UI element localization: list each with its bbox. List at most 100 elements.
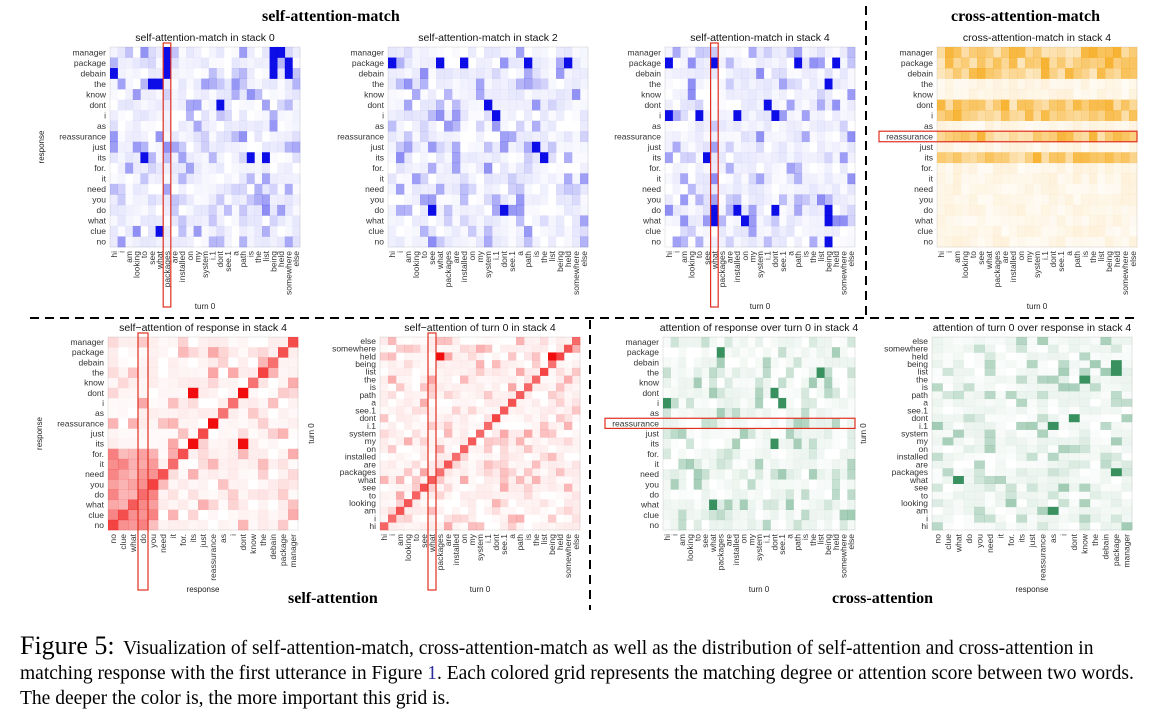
heatmap-cell [1105, 78, 1114, 90]
heatmap-cell [452, 173, 461, 185]
heatmap-cell [580, 47, 588, 58]
heatmap-cell [572, 391, 581, 400]
heatmap-cell [110, 141, 118, 153]
heatmap-cell [580, 110, 589, 121]
figure-reference-link[interactable]: 1 [427, 663, 437, 684]
heatmap-cell [824, 428, 833, 439]
heatmap-cell [178, 347, 189, 358]
col-tick-label: hi [936, 251, 946, 258]
col-tick-label: packages [443, 251, 453, 287]
row-tick-label: as [652, 121, 661, 131]
heatmap-cell [1016, 383, 1028, 392]
heatmap-cell [688, 142, 696, 153]
heatmap-cell [733, 110, 742, 121]
col-tick-label: its [1016, 534, 1026, 543]
heatmap-cell [278, 337, 289, 348]
heatmap-cell [138, 519, 149, 531]
heatmap-cell [556, 460, 565, 469]
heatmap-cell [839, 120, 848, 132]
heatmap-cell [1016, 514, 1028, 523]
heatmap-cell [452, 391, 461, 400]
heatmap-cell [1065, 141, 1074, 153]
row-tick-label: see.1 [355, 405, 376, 415]
heatmap-cell [508, 522, 517, 531]
heatmap-cell [794, 141, 803, 153]
heatmap-cell [492, 47, 501, 58]
heatmap-cell [231, 131, 240, 143]
heatmap-cell [1033, 89, 1042, 100]
heatmap-cell [953, 173, 962, 185]
row-tick-label: are [916, 459, 929, 469]
heatmap-cell [404, 110, 413, 121]
heatmap-cell [1058, 452, 1070, 461]
col-tick-label: the [808, 534, 818, 546]
heatmap-cell [500, 460, 509, 469]
heatmap-cell [277, 204, 286, 216]
heatmap-cell [188, 500, 198, 510]
heatmap-cell [239, 194, 248, 206]
heatmap-cell [288, 459, 298, 469]
heatmap-cell [492, 515, 500, 523]
heatmap-cell [974, 414, 985, 423]
heatmap-cell [556, 375, 565, 384]
heatmap-cell [412, 89, 421, 100]
row-tick-label: the [647, 368, 659, 378]
col-tick-label: are [725, 251, 735, 264]
heatmap-cell [564, 183, 573, 195]
heatmap-cell [763, 469, 771, 479]
heatmap-cell [156, 152, 164, 163]
heatmap-cell [436, 522, 445, 531]
heatmap-cell [953, 475, 964, 484]
heatmap-cell [680, 89, 689, 100]
heatmap-cell [492, 406, 500, 414]
heatmap-cell [420, 152, 429, 164]
heatmap-cell [1073, 162, 1082, 174]
heatmap-cell [476, 376, 484, 384]
heatmap-cell [508, 89, 517, 100]
heatmap-cell [770, 418, 779, 429]
heatmap-cell [186, 99, 194, 111]
heatmap-cell [209, 131, 217, 142]
heatmap-cell [839, 68, 848, 79]
heatmap-cell [468, 453, 476, 461]
heatmap-cell [1121, 337, 1133, 346]
heatmap-cell [125, 236, 133, 247]
row-tick-label: its [653, 153, 662, 163]
heatmap-cell [198, 519, 209, 531]
heatmap-cell [155, 225, 164, 237]
row-tick-label: just [919, 142, 934, 152]
col-tick-label: is [246, 251, 256, 257]
heatmap-cell [686, 428, 695, 439]
heatmap-cell [1016, 491, 1028, 500]
heatmap-cell [824, 367, 833, 378]
heatmap-cell [209, 89, 217, 100]
heatmap-cell [468, 110, 476, 121]
heatmap-cell [420, 194, 429, 206]
col-tick-label: dont [499, 250, 509, 267]
heatmap-cell [703, 68, 711, 79]
heatmap-cell [1041, 204, 1050, 216]
col-tick-label: i [387, 534, 397, 536]
heatmap-cell [412, 460, 421, 469]
heatmap-cell [198, 489, 209, 500]
heatmap-cell [178, 479, 189, 490]
heatmap-cell [138, 499, 149, 510]
heatmap-cell [932, 406, 943, 415]
heatmap-cell [808, 509, 817, 521]
heatmap-cell [1006, 522, 1017, 530]
heatmap-cell [809, 173, 818, 185]
heatmap-cell [158, 388, 168, 398]
heatmap-cell [148, 418, 159, 429]
heatmap-cell [444, 78, 453, 90]
heatmap-cell [148, 408, 159, 419]
heatmap-cell [1016, 398, 1028, 407]
heatmap-cell [817, 183, 825, 195]
heatmap-cell [932, 429, 943, 438]
heatmap-cell [1057, 162, 1066, 174]
heatmap-cell [816, 499, 825, 510]
heatmap-cell [404, 398, 413, 407]
heatmap-cell [1089, 483, 1101, 492]
heatmap-cell [817, 131, 825, 143]
heatmap-cell [468, 204, 477, 216]
heatmap-cell [572, 522, 581, 531]
